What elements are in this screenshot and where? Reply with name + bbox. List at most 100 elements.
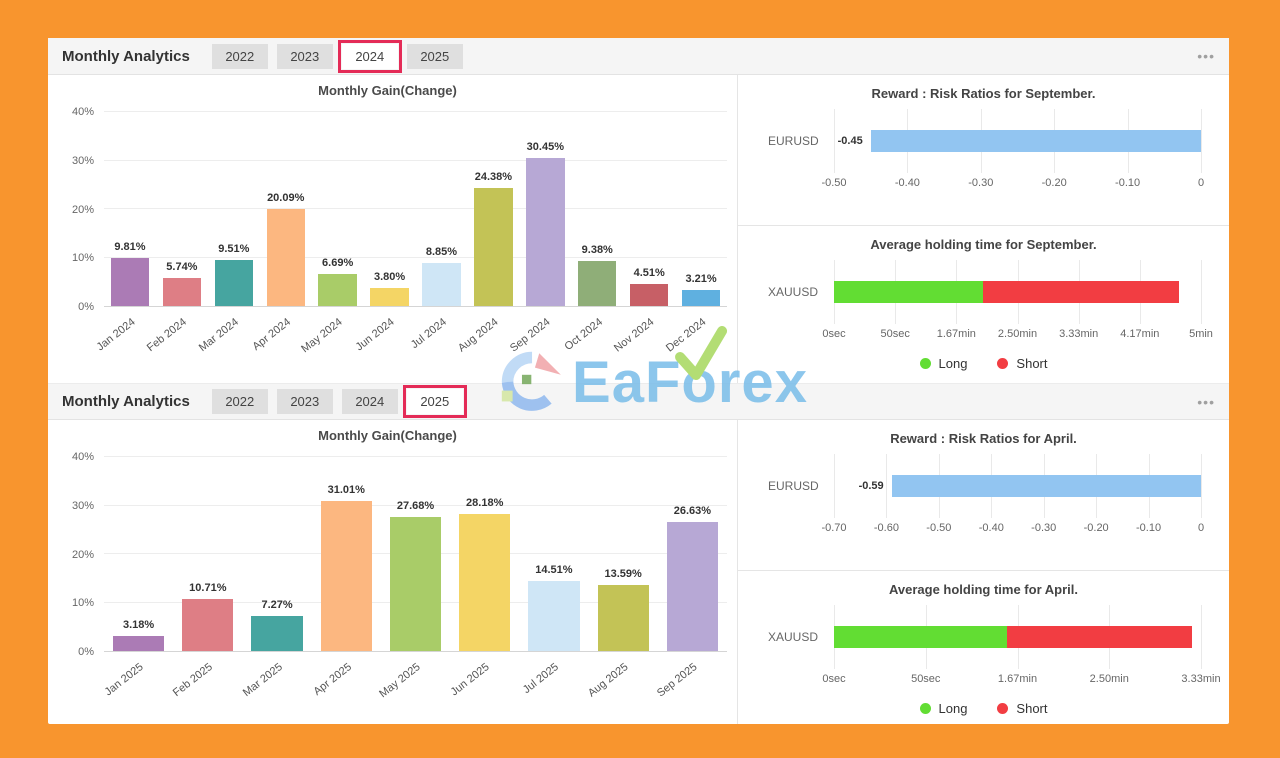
bar-value-label: 8.85% bbox=[425, 246, 458, 259]
axis-tick-label: 4.17min bbox=[1120, 328, 1160, 340]
bar-sep-2024 bbox=[526, 158, 565, 306]
legend-dot-long bbox=[919, 358, 931, 369]
bar-value-label: 5.74% bbox=[166, 261, 198, 274]
holding-time-row: XAUUSD bbox=[738, 605, 1229, 669]
tab-2025[interactable]: 2025 bbox=[406, 43, 463, 69]
bar-column: 20.09% Apr 2024 bbox=[251, 112, 312, 353]
bar-apr-2025 bbox=[320, 500, 372, 651]
monthly-gain-chart: Monthly Gain(Change) 0% 10% 20% 30% 40% 3.18… bbox=[48, 420, 737, 724]
panel-header: Monthly Analytics 2022 2023 2024 2025 ••• bbox=[48, 38, 1229, 75]
panel-menu-button[interactable]: ••• bbox=[1197, 393, 1215, 410]
gridline bbox=[104, 256, 727, 258]
tab-2023[interactable]: 2023 bbox=[276, 389, 333, 414]
holding-segment-long bbox=[834, 281, 983, 303]
bar-column: 9.51% Mar 2024 bbox=[197, 112, 260, 354]
bar-column: 9.81% Jan 2024 bbox=[94, 112, 156, 353]
reward-risk-row: EURUSD -0.45 bbox=[738, 109, 1229, 173]
x-axis-label: Aug 2024 bbox=[456, 316, 501, 355]
bar-column: 7.27% Mar 2025 bbox=[240, 457, 311, 699]
tab-2022[interactable]: 2022 bbox=[211, 389, 268, 414]
axis-tick-label: 50sec bbox=[880, 328, 910, 340]
axis-tick-label: -0.40 bbox=[978, 522, 1004, 534]
legend: Long Short bbox=[738, 356, 1229, 371]
tab-2024[interactable]: 2024 bbox=[337, 39, 402, 73]
legend-label: Short bbox=[1016, 701, 1048, 716]
tab-2022[interactable]: 2022 bbox=[211, 43, 268, 69]
y-axis: 0% 10% 20% 30% 40% bbox=[48, 106, 104, 313]
holding-segment-short bbox=[1007, 626, 1193, 648]
monthly-analytics-panel-2024: Monthly Analytics 2022 2023 2024 2025 ••• M… bbox=[48, 38, 1229, 383]
legend-short: Short bbox=[997, 701, 1048, 716]
holding-segment-short bbox=[983, 281, 1179, 303]
bar-value-label: 3.80% bbox=[373, 270, 406, 283]
panel-menu-button[interactable]: ••• bbox=[1197, 48, 1215, 64]
bar-value-label: 26.63% bbox=[673, 504, 712, 517]
tab-2024[interactable]: 2024 bbox=[341, 389, 398, 414]
bar-plot-area: 3.18% Jan 2025 10.71% Feb 2025 7.27% Mar 2025… bbox=[103, 456, 727, 700]
x-axis-label: May 2025 bbox=[377, 661, 423, 701]
bar-column: 24.38% Aug 2024 bbox=[456, 112, 519, 354]
tab-2025[interactable]: 2025 bbox=[402, 385, 467, 418]
reward-risk-axis: -0.50 -0.40 -0.30 -0.20 -0.10 0 bbox=[821, 177, 1204, 193]
bar-value-label: 13.59% bbox=[604, 568, 642, 581]
holding-time-row: XAUUSD bbox=[738, 260, 1229, 324]
y-axis-label: 40% bbox=[71, 451, 94, 463]
bar-jun-2024 bbox=[370, 287, 409, 306]
holding-time-axis: 0sec 50sec 1.67min 2.50min 3.33min 4.17min 5mi… bbox=[822, 328, 1213, 344]
axis-tick-label: 50sec bbox=[911, 673, 941, 685]
x-axis-label: Feb 2025 bbox=[171, 661, 216, 700]
axis-tick-label: 1.67min bbox=[997, 673, 1038, 685]
axis-tick-label: -0.50 bbox=[821, 177, 847, 189]
gridline bbox=[1201, 454, 1202, 518]
axis-tick-label: 0sec bbox=[822, 673, 846, 685]
side-panels: Reward : Risk Ratios for September. EURU… bbox=[737, 75, 1229, 383]
holding-time-title: Average holding time for April. bbox=[888, 582, 1078, 597]
x-axis-label: Oct 2024 bbox=[562, 316, 605, 353]
gridline bbox=[104, 111, 727, 112]
axis-tick-label: 0 bbox=[1197, 522, 1205, 534]
gridline bbox=[1201, 605, 1202, 669]
holding-time-plot bbox=[834, 605, 1202, 669]
bar-feb-2024 bbox=[162, 278, 202, 306]
gridline bbox=[104, 159, 727, 161]
tab-2023[interactable]: 2023 bbox=[276, 43, 333, 69]
reward-risk-panel: Reward : Risk Ratios for April. EURUSD -… bbox=[738, 420, 1229, 570]
side-panels: Reward : Risk Ratios for April. EURUSD -… bbox=[737, 420, 1229, 724]
y-axis-label: 0% bbox=[78, 301, 94, 313]
panel-body: Monthly Gain(Change) 0% 10% 20% 30% 40% 9.81… bbox=[48, 75, 1229, 383]
x-axis-label: Aug 2025 bbox=[586, 661, 631, 700]
bar-nov-2024 bbox=[629, 284, 669, 306]
legend: Long Short bbox=[738, 701, 1229, 716]
reward-risk-title: Reward : Risk Ratios for September. bbox=[871, 86, 1096, 101]
x-axis-label: Sep 2024 bbox=[508, 316, 553, 355]
bar-value-label: 30.45% bbox=[526, 141, 564, 154]
y-axis-label: 30% bbox=[71, 499, 94, 512]
reward-risk-bar bbox=[891, 475, 1201, 497]
bar-column: 4.51% Nov 2024 bbox=[612, 112, 675, 354]
axis-tick-label: -0.10 bbox=[1115, 177, 1141, 189]
bar-column: 31.01% Apr 2025 bbox=[311, 457, 381, 698]
bar-column: 6.69% May 2024 bbox=[300, 112, 364, 355]
axis-tick-label: 2.50min bbox=[1089, 673, 1129, 685]
bar-column: 30.45% Sep 2024 bbox=[508, 112, 571, 354]
x-axis-label: Jun 2024 bbox=[353, 316, 397, 354]
y-axis-label: 0% bbox=[78, 646, 94, 658]
bar-value-label: 9.81% bbox=[114, 241, 146, 254]
bar-may-2025 bbox=[389, 516, 442, 651]
bar-column: 10.71% Feb 2025 bbox=[171, 457, 242, 699]
legend-label: Long bbox=[938, 701, 968, 716]
y-axis: 0% 10% 20% 30% 40% bbox=[48, 451, 104, 658]
symbol-label: XAUUSD bbox=[768, 285, 819, 299]
monthly-analytics-panel-2025: Monthly Analytics 2022 2023 2024 2025 ••• M… bbox=[48, 383, 1229, 724]
axis-tick-label: -0.20 bbox=[1083, 522, 1109, 534]
bar-column: 3.80% Jun 2024 bbox=[354, 112, 416, 353]
y-axis-label: 10% bbox=[71, 597, 94, 610]
bar-feb-2025 bbox=[182, 599, 234, 651]
bar-jan-2024 bbox=[110, 258, 150, 306]
bar-may-2024 bbox=[318, 273, 357, 306]
bar-column: 28.18% Jun 2025 bbox=[449, 457, 519, 698]
axis-tick-label: 3.33min bbox=[1059, 328, 1099, 340]
x-axis-label: Apr 2025 bbox=[311, 661, 354, 698]
holding-time-panel: Average holding time for April. XAUUSD 0… bbox=[738, 570, 1229, 724]
